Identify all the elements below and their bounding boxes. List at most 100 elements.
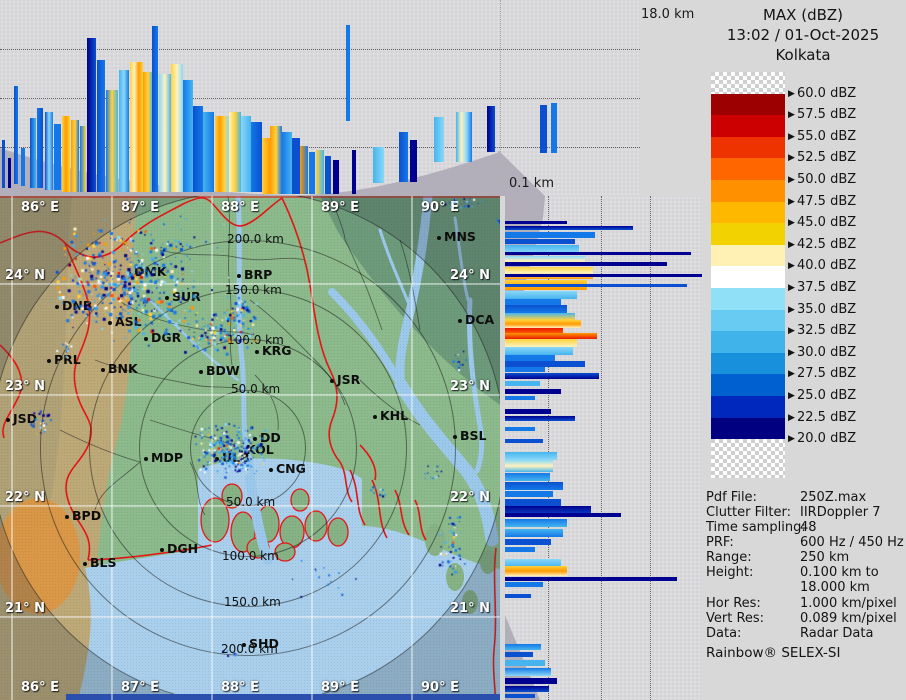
legend-tick-arrow-5: ▶ [788,196,795,207]
echo-bar [62,116,70,192]
meta-value-8: 0.089 km/pixel [800,611,897,626]
legend-cell-14 [711,396,785,419]
echo-bar [505,245,579,253]
legend-entry-0: 60.0 dBZ [797,85,857,101]
echo-bar [505,529,563,537]
legend-tick-arrow-0: ▶ [788,88,795,99]
legend-entry-13: 27.5 dBZ [797,366,857,382]
echo-bar [241,116,251,192]
legend-entry-3: 52.5 dBZ [797,150,857,166]
map-echo-layer [0,196,500,700]
echo-bar [505,373,599,379]
product-title: MAX (dBZ) [762,6,844,24]
right-profile-panel[interactable] [505,196,702,700]
legend-checker-bottom [711,439,785,479]
echo-bar [505,256,585,266]
meta-label-1: Clutter Filter: [706,505,791,520]
top-profile-panel[interactable] [0,0,640,196]
meta-label-2: Time sampling: [706,520,806,535]
legend-entry-10: 35.0 dBZ [797,301,857,317]
echo-bar [106,90,118,192]
echo-bar [505,519,567,527]
top-profile-max-height-label: 18.0 km [641,7,695,22]
meta-value-2: 48 [800,520,817,535]
echo-bar [2,140,5,188]
legend-cell-8 [711,266,785,289]
echo-bar [130,62,143,192]
echo-bar [505,267,593,279]
legend-cell-10 [711,309,785,332]
echo-bar [505,291,577,299]
meta-value-1: IIRDoppler 7 [800,505,881,520]
echo-bar [30,118,36,188]
echo-bar [505,660,545,666]
echo-bar [292,138,300,194]
echo-bar [456,112,472,162]
legend-entry-16: 20.0 dBZ [797,431,857,447]
echo-bar [505,566,567,576]
meta-value-4: 250 km [800,550,850,565]
legend-entry-4: 50.0 dBZ [797,172,857,187]
echo-bar [505,473,550,481]
echo-bar [505,313,575,320]
echo-bar [399,132,408,182]
echo-bar [54,124,61,190]
echo-bar [505,262,667,266]
legend-entry-11: 32.5 dBZ [797,323,857,339]
meta-value-0: 250Z.max [800,490,867,505]
meta-value-3: 600 Hz / 450 Hz [800,535,904,550]
legend-cell-2 [711,136,785,159]
echo-bar [505,274,702,277]
meta-label-7: Hor Res: [706,596,761,611]
legend-entry-2: 55.0 dBZ [797,128,857,144]
legend-tick-arrow-16: ▶ [788,434,795,445]
echo-bar [505,686,549,692]
echo-bar [373,147,384,183]
legend-cell-13 [711,374,785,397]
echo-bar [551,103,557,153]
echo-bar [352,150,356,194]
echo-bar [80,126,86,192]
top-map-edge-line [500,0,501,196]
meta-label-9: Data: [706,626,742,641]
legend-cell-5 [711,201,785,224]
legend-cell-3 [711,158,785,181]
echo-bar [203,112,214,192]
echo-bar [505,381,540,386]
echo-bar [37,108,43,188]
echo-bar [505,339,577,347]
legend-tick-arrow-12: ▶ [788,347,795,358]
legend-tick-arrow-7: ▶ [788,239,795,250]
echo-bar [505,221,567,224]
legend-entry-14: 25.0 dBZ [797,388,857,403]
legend-tick-arrow-3: ▶ [788,153,795,164]
meta-label-3: PRF: [706,535,734,550]
top-gridline-2 [0,147,640,148]
echo-bar [505,652,533,657]
echo-bar [505,284,687,287]
legend-cell-6 [711,223,785,246]
legend-entry-8: 40.0 dBZ [797,258,857,274]
meta-value-6: 18.000 km [800,580,870,595]
echo-bar [346,25,350,121]
echo-bar [540,105,547,153]
echo-bar [505,427,535,431]
right-gridline-2 [650,196,651,700]
echo-bar [505,305,567,313]
echo-bar [505,539,551,545]
map-panel[interactable]: 86° E86° E87° E87° E88° E88° E89° E89° E… [0,196,500,700]
echo-bar [505,499,561,506]
echo-bar [505,678,557,684]
legend-entry-12: 30.0 dBZ [797,344,857,360]
echo-bar [505,439,543,443]
legend-tick-arrow-9: ▶ [788,283,795,293]
echo-bar [487,106,495,152]
legend-tick-arrow-14: ▶ [788,391,795,401]
legend-tick-arrow-4: ▶ [788,175,795,185]
echo-bar [505,367,545,372]
meta-label-0: Pdf File: [706,490,757,505]
legend-cell-12 [711,352,785,375]
echo-bar [8,158,11,188]
echo-bar [152,26,158,192]
echo-bar [505,396,535,400]
